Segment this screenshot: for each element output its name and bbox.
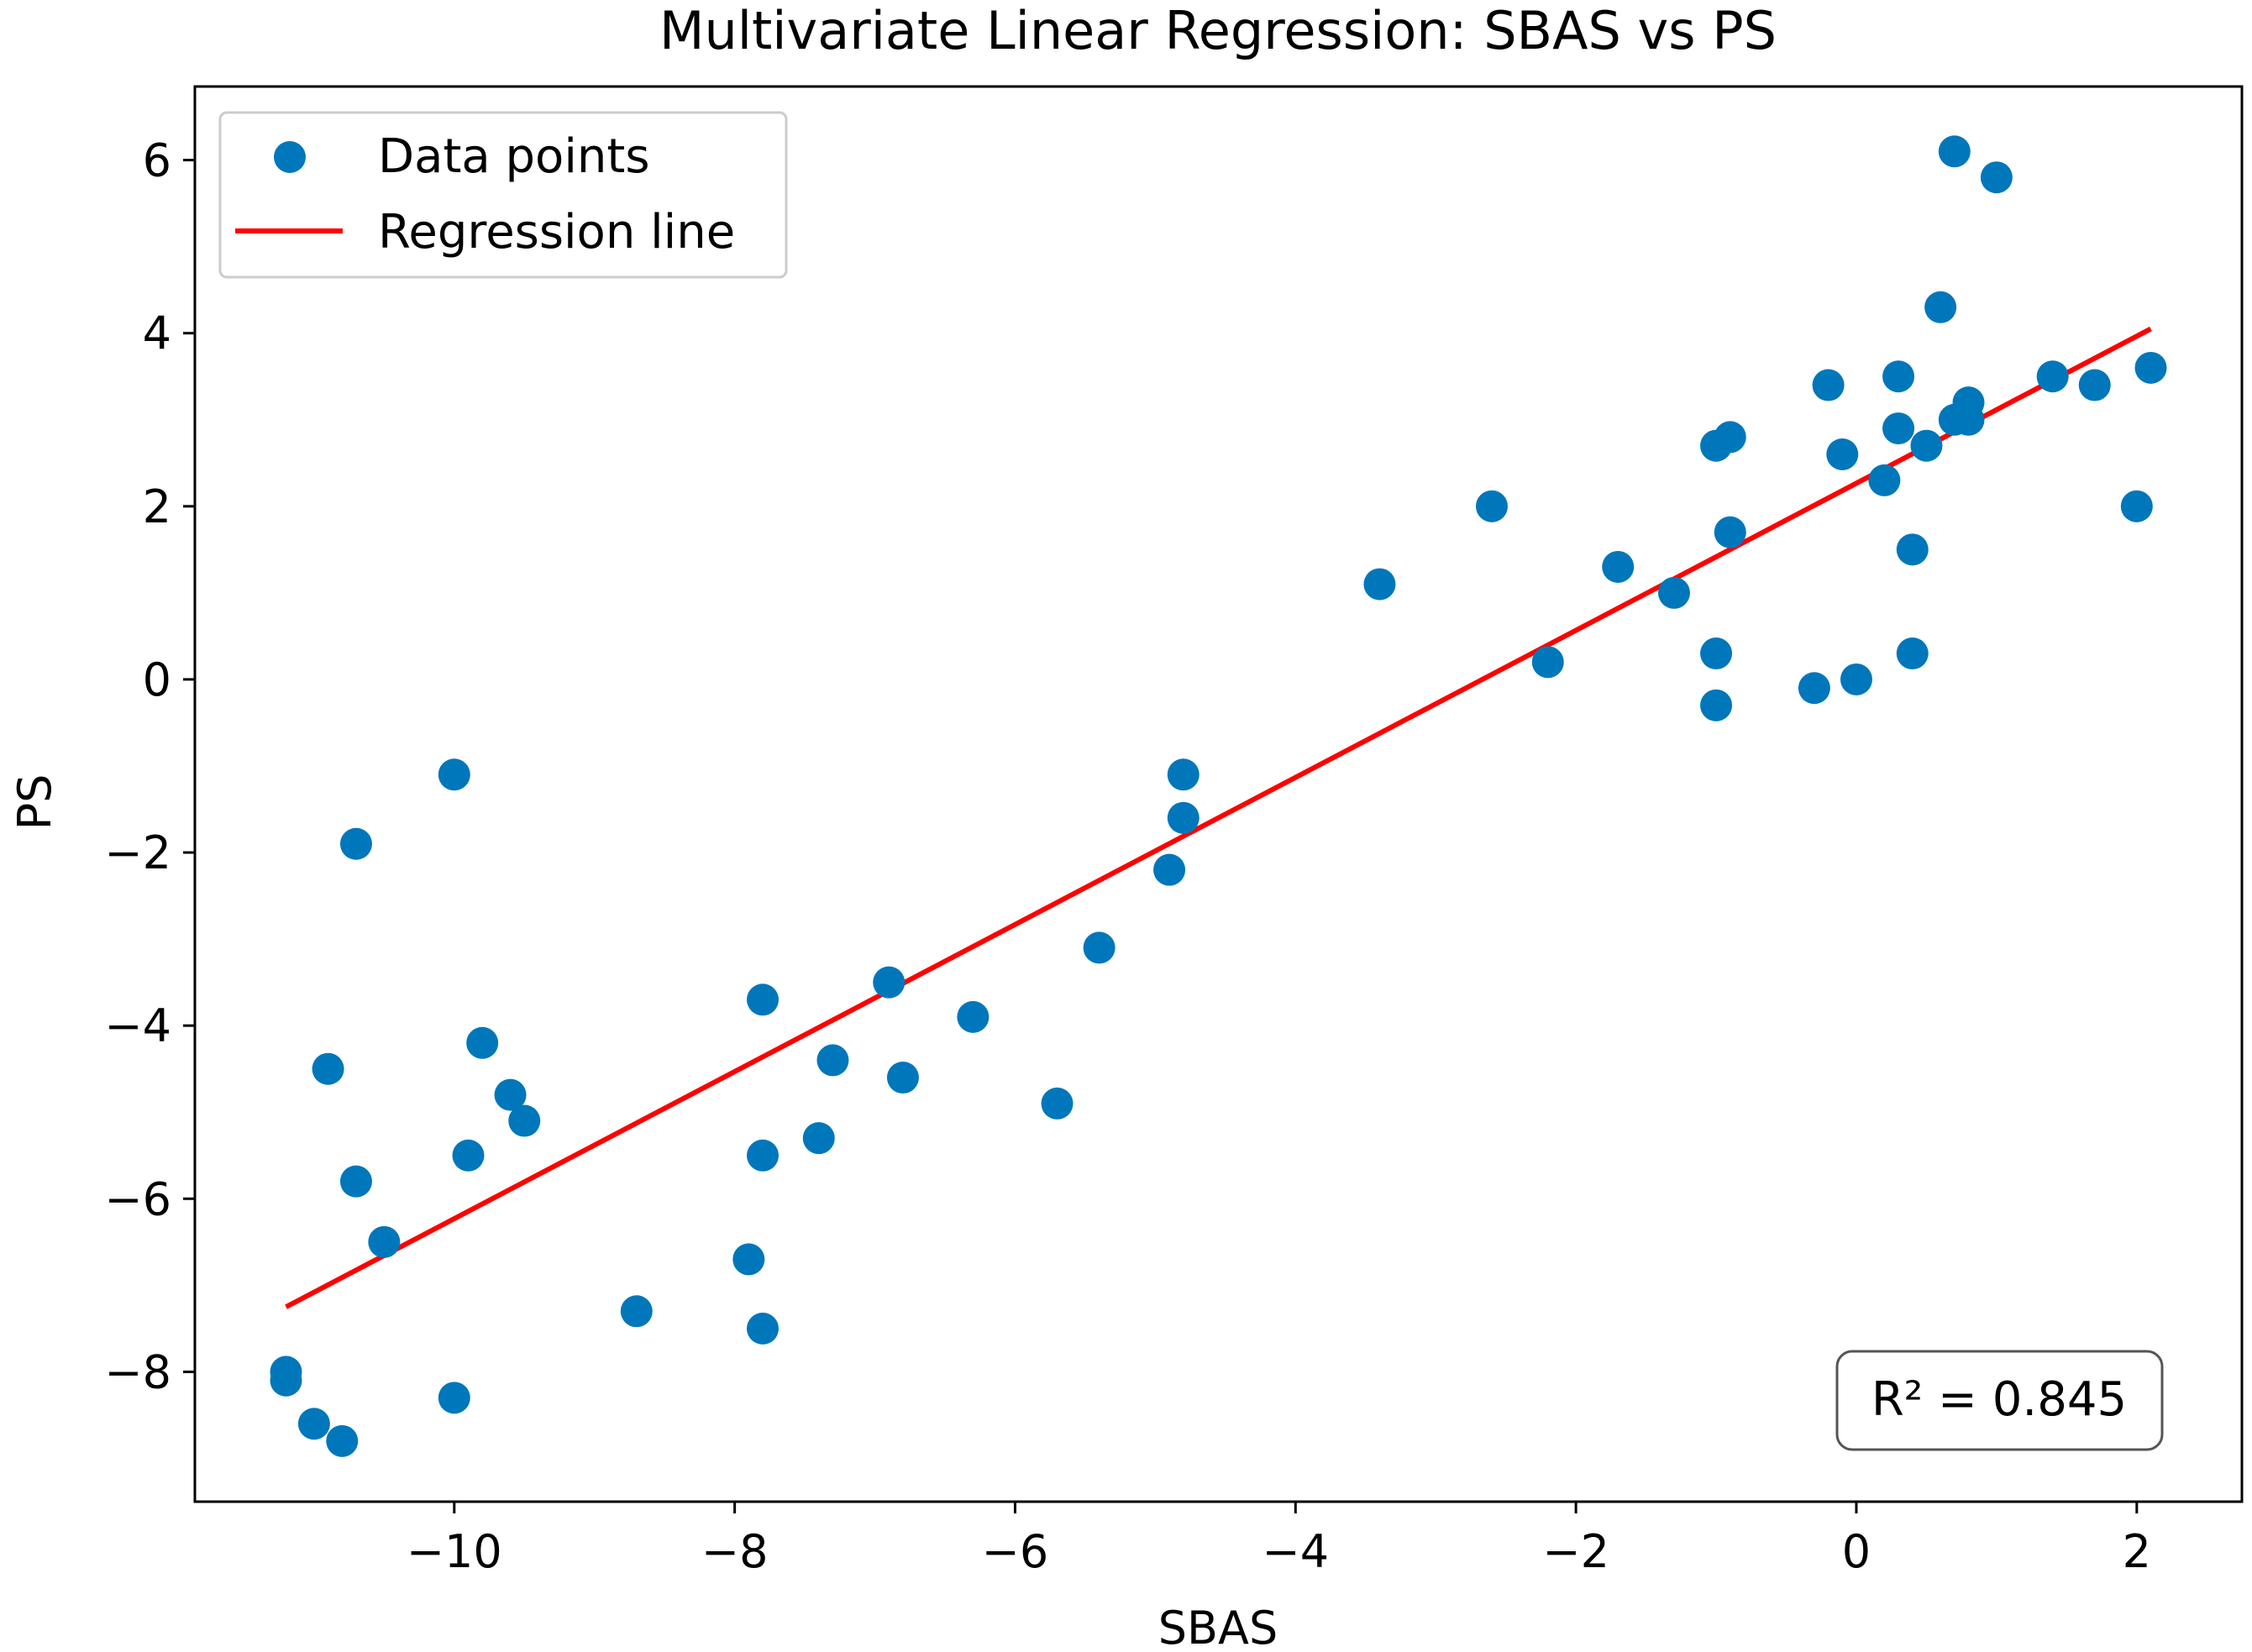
y-tick-label: −6 [104, 1172, 171, 1225]
data-point [1363, 568, 1396, 600]
data-point [802, 1122, 835, 1155]
data-point [339, 1165, 372, 1198]
data-point [312, 1052, 344, 1085]
data-point [438, 758, 470, 791]
x-tick-label: 2 [2123, 1525, 2151, 1578]
data-point [957, 1000, 990, 1033]
data-point [1812, 369, 1845, 401]
data-point [1896, 533, 1929, 566]
data-point [466, 1026, 499, 1059]
y-axis-ticks: −8 −6 −4 −2 0 2 4 6 [104, 134, 195, 1398]
x-tick-label: −8 [701, 1525, 769, 1578]
y-tick-label: 2 [143, 480, 171, 533]
data-point [1714, 421, 1746, 454]
r-squared-annotation: R² = 0.845 [1835, 1350, 2164, 1451]
data-point [816, 1044, 849, 1077]
r-squared-text: R² = 0.845 [1871, 1372, 2127, 1427]
plot-background [195, 87, 2242, 1502]
r-squared-box [1835, 1350, 2164, 1451]
legend-marker-icon [274, 141, 306, 173]
legend-label-regression-line: Regression line [378, 205, 735, 260]
legend-box [218, 111, 788, 279]
data-point [747, 1139, 780, 1172]
y-tick-label: 0 [143, 653, 171, 706]
x-tick-label: 0 [1842, 1525, 1871, 1578]
x-tick-label: −4 [1262, 1525, 1330, 1578]
data-point [1952, 386, 1985, 419]
data-point [747, 983, 780, 1016]
y-tick-label: −2 [104, 826, 171, 879]
y-axis-label: PS [8, 774, 61, 831]
data-point [1882, 412, 1915, 445]
data-point [873, 966, 906, 999]
x-tick-label: −10 [407, 1525, 502, 1578]
data-point [1714, 516, 1746, 548]
data-point [1840, 663, 1872, 695]
data-point [886, 1062, 919, 1094]
legend-label-data-points: Data points [378, 129, 650, 184]
data-point [2078, 369, 2111, 401]
y-tick-label: −8 [104, 1345, 171, 1398]
data-point [1826, 438, 1859, 470]
x-axis-label: SBAS [1158, 1602, 1278, 1652]
data-point [1602, 550, 1635, 583]
legend: Data points Regression line [218, 111, 788, 279]
plot-frame [193, 85, 2244, 1503]
plot-area [195, 87, 2242, 1502]
data-point [620, 1295, 653, 1328]
data-point [1083, 931, 1116, 964]
data-point [1167, 758, 1199, 791]
data-point [1657, 576, 1690, 609]
data-point [1475, 490, 1508, 522]
data-point [1153, 853, 1186, 886]
data-point [1167, 801, 1199, 834]
data-point [1868, 464, 1901, 496]
data-point [438, 1382, 470, 1414]
data-point [1896, 637, 1929, 670]
data-point [339, 827, 372, 860]
data-point [1910, 429, 1943, 462]
chart-title: Multivariate Linear Regression: SBAS vs … [659, 0, 1777, 61]
data-point [368, 1225, 401, 1258]
data-point [2036, 360, 2069, 393]
data-point [326, 1424, 359, 1457]
data-point [297, 1408, 330, 1440]
y-tick-label: 6 [143, 134, 171, 187]
data-point [1700, 637, 1733, 670]
data-point [1531, 646, 1564, 679]
data-point [270, 1364, 302, 1397]
data-point [1924, 291, 1957, 323]
x-tick-label: −2 [1542, 1525, 1609, 1578]
regression-line [285, 326, 2152, 1309]
data-point [508, 1104, 541, 1137]
data-point [2120, 490, 2153, 522]
data-point [747, 1312, 780, 1345]
x-axis-ticks: −10 −8 −6 −4 −2 0 2 [407, 1502, 2151, 1578]
data-point [1938, 135, 1971, 168]
y-tick-label: 4 [143, 307, 171, 360]
data-point [494, 1078, 527, 1111]
data-point [1798, 672, 1830, 705]
data-point [1700, 689, 1733, 721]
data-points-layer [270, 135, 2167, 1457]
data-point [1882, 360, 1915, 393]
data-point [732, 1243, 765, 1276]
data-point [1980, 161, 2013, 194]
regression-layer [285, 326, 2152, 1309]
data-point [1041, 1087, 1074, 1120]
data-point [2134, 351, 2167, 384]
x-tick-label: −6 [982, 1525, 1049, 1578]
y-tick-label: −4 [104, 999, 171, 1052]
data-point [452, 1139, 485, 1172]
